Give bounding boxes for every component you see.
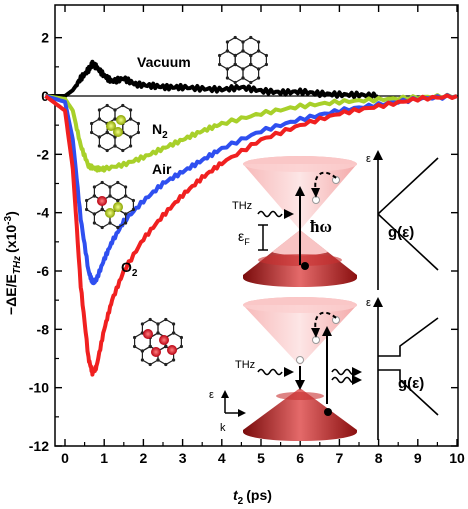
y-tick-label: -6 bbox=[37, 263, 50, 279]
y-tick-label: 2 bbox=[41, 30, 49, 46]
graphene-n2-molecule-icon bbox=[90, 103, 140, 153]
thz-label-top: THz bbox=[232, 200, 252, 212]
dos-label-top: g(ε) bbox=[388, 224, 414, 241]
series-vacuum bbox=[45, 59, 380, 100]
x-tick-label: 8 bbox=[375, 450, 383, 466]
x-tick-label: 5 bbox=[257, 450, 265, 466]
energy-momentum-axes-icon: ε k bbox=[209, 389, 246, 434]
series-air bbox=[44, 93, 458, 286]
eps-axis-bottom: ε bbox=[366, 297, 371, 309]
x-tick-label: 4 bbox=[218, 450, 226, 466]
dos-plot-bottom: ε g(ε) bbox=[366, 297, 439, 440]
dos-plot-top: ε g(ε) bbox=[366, 150, 439, 290]
photon-energy-label: ħω bbox=[310, 217, 332, 236]
y-axis-title: −ΔE/ETHz(x10-3) bbox=[3, 211, 23, 315]
dirac-cone-top: THz εF ħω bbox=[232, 156, 357, 287]
thz-label-bottom: THz bbox=[235, 359, 255, 371]
y-tick-label: -8 bbox=[37, 321, 50, 337]
graphene-molecule-icon bbox=[218, 35, 268, 85]
x-tick-label: 1 bbox=[100, 450, 108, 466]
dos-label-bottom: g(ε) bbox=[398, 375, 424, 392]
eps-axis-top: ε bbox=[366, 153, 371, 165]
graphene-air-molecule-icon bbox=[85, 180, 135, 230]
x-tick-label: 9 bbox=[414, 450, 422, 466]
x-axis-title: t2 (ps) bbox=[233, 487, 272, 507]
x-tick-label: 7 bbox=[336, 450, 344, 466]
fermi-label: εF bbox=[238, 228, 250, 247]
dirac-cone-bottom: THz bbox=[235, 297, 362, 441]
y-tick-label: -4 bbox=[37, 205, 50, 221]
axes-k-label: k bbox=[220, 422, 226, 434]
series-n2 bbox=[45, 92, 458, 173]
graphene-o2-molecule-icon bbox=[133, 317, 183, 367]
y-tick-label: 0 bbox=[41, 88, 49, 104]
axis-ticks: 0 1 2 3 4 5 6 7 8 9 10 2 0 -2 -4 -6 -8 -10 -12 bbox=[29, 5, 465, 466]
hole-dot-bottom bbox=[324, 408, 332, 416]
hole-dot bbox=[301, 262, 309, 270]
label-n2: N2 bbox=[152, 121, 168, 141]
series-o2 bbox=[44, 93, 458, 377]
axes-eps-label: ε bbox=[209, 389, 214, 401]
series-group bbox=[44, 59, 458, 377]
x-tick-label: 6 bbox=[296, 450, 304, 466]
label-air: Air bbox=[152, 161, 172, 177]
y-tick-label: -10 bbox=[29, 380, 49, 396]
x-tick-label: 0 bbox=[61, 450, 69, 466]
x-tick-label: 10 bbox=[449, 450, 465, 466]
x-tick-label: 3 bbox=[179, 450, 187, 466]
plot-frame bbox=[54, 4, 459, 447]
label-vacuum: Vacuum bbox=[137, 54, 191, 70]
x-tick-label: 2 bbox=[140, 450, 148, 466]
y-tick-label: -12 bbox=[29, 438, 49, 454]
label-o2: O2 bbox=[121, 259, 138, 279]
y-tick-label: -2 bbox=[37, 146, 50, 162]
